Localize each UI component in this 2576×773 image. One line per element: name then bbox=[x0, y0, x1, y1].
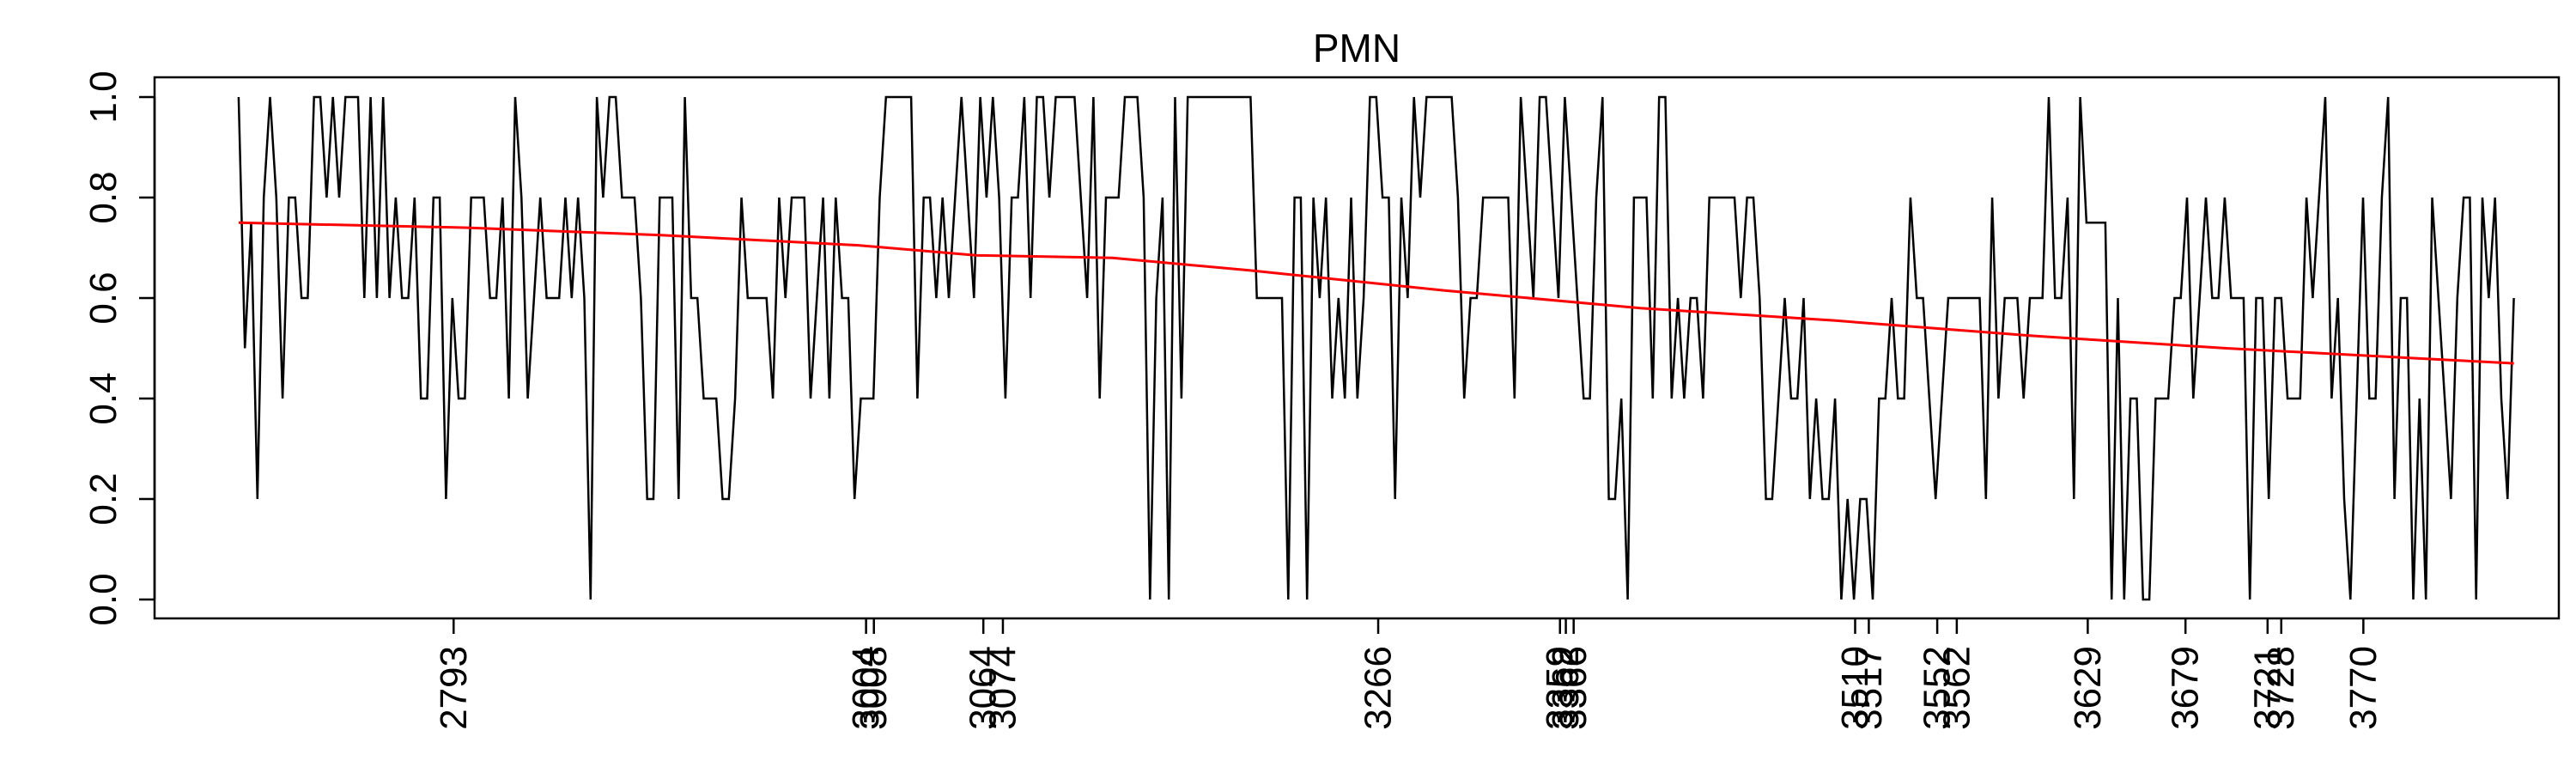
x-tick-label: 3074 bbox=[981, 646, 1024, 730]
series-line-pmn bbox=[239, 97, 2514, 600]
x-tick-label: 3562 bbox=[1935, 646, 1978, 730]
y-tick-label: 0.2 bbox=[82, 472, 125, 525]
x-tick-label: 3679 bbox=[2165, 646, 2207, 730]
y-tick-label: 0.6 bbox=[82, 271, 125, 324]
x-tick-label: 3366 bbox=[1552, 646, 1595, 730]
x-tick-label: 2793 bbox=[433, 646, 475, 730]
x-tick-label: 3770 bbox=[2342, 646, 2385, 730]
chart-title: PMN bbox=[1313, 26, 1400, 70]
x-tick-label: 3728 bbox=[2260, 646, 2302, 730]
y-tick-label: 1.0 bbox=[82, 70, 125, 123]
x-tick-label: 3517 bbox=[1848, 646, 1890, 730]
y-tick-label: 0.0 bbox=[82, 573, 125, 625]
y-tick-label: 0.4 bbox=[82, 372, 125, 424]
x-tick-label: 3266 bbox=[1358, 646, 1400, 730]
x-tick-label: 3008 bbox=[853, 646, 895, 730]
y-axis: 0.0 0.2 0.4 0.6 0.8 1.0 bbox=[82, 70, 155, 625]
y-tick-label: 0.8 bbox=[82, 171, 125, 223]
x-tick-label: 3629 bbox=[2067, 646, 2109, 730]
series-group bbox=[239, 97, 2514, 600]
